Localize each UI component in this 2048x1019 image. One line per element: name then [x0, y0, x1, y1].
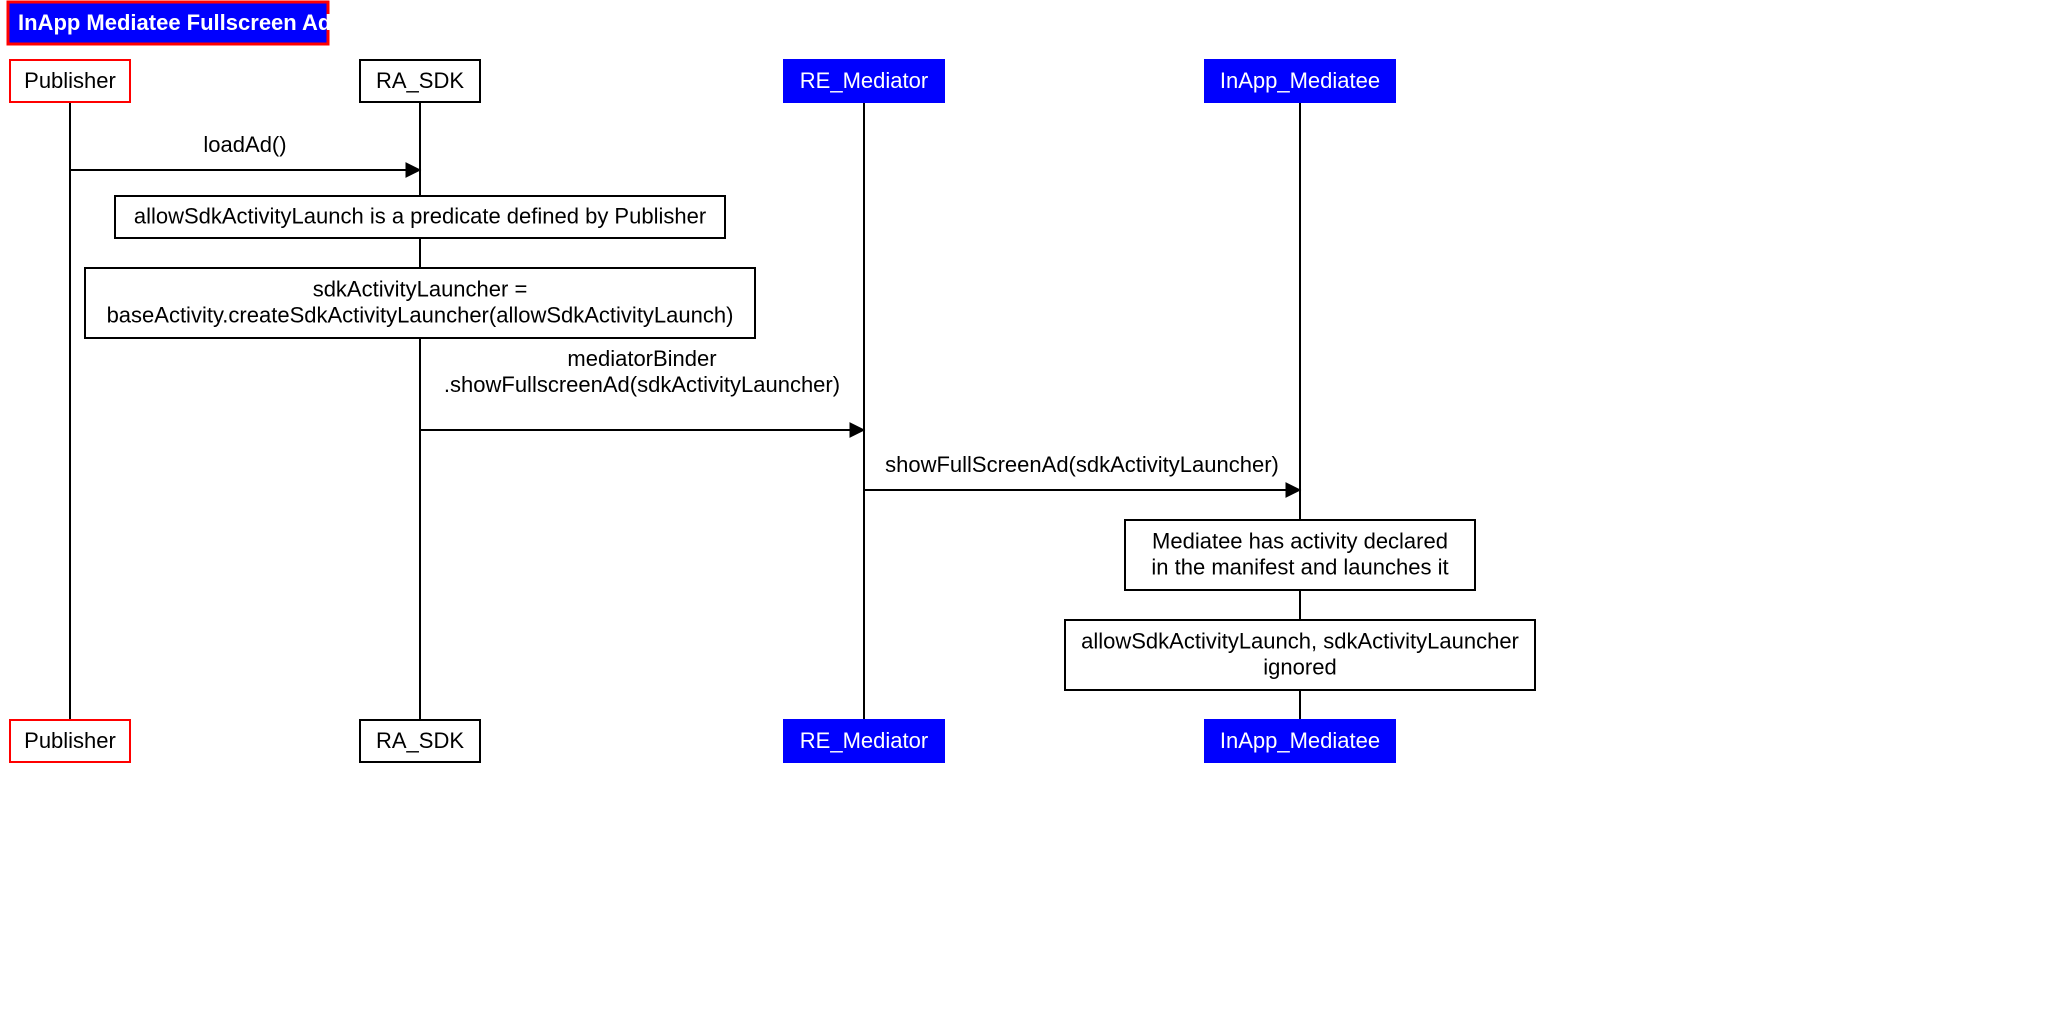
note-text: baseActivity.createSdkActivityLauncher(a… [107, 303, 734, 328]
note-text: sdkActivityLauncher = [313, 277, 528, 302]
note-text: Mediatee has activity declared [1152, 529, 1448, 554]
message-label: showFullScreenAd(sdkActivityLauncher) [885, 452, 1279, 477]
actor-re_mediator: RE_Mediator [800, 68, 928, 93]
actor-inapp_mediatee: InApp_Mediatee [1220, 68, 1380, 93]
actor-ra_sdk: RA_SDK [376, 68, 464, 93]
message-label: loadAd() [203, 132, 286, 157]
actor-inapp_mediatee: InApp_Mediatee [1220, 728, 1380, 753]
note-text: ignored [1263, 655, 1336, 680]
actor-re_mediator: RE_Mediator [800, 728, 928, 753]
actor-ra_sdk: RA_SDK [376, 728, 464, 753]
actor-publisher: Publisher [24, 728, 116, 753]
actor-publisher: Publisher [24, 68, 116, 93]
note-text: allowSdkActivityLaunch, sdkActivityLaunc… [1081, 629, 1519, 654]
message-label: mediatorBinder [567, 346, 716, 371]
diagram-title: InApp Mediatee Fullscreen Ad [18, 10, 331, 35]
note-text: allowSdkActivityLaunch is a predicate de… [134, 204, 706, 229]
note-text: in the manifest and launches it [1151, 555, 1448, 580]
message-label: .showFullscreenAd(sdkActivityLauncher) [444, 372, 840, 397]
sequence-diagram: InApp Mediatee Fullscreen Ad Publisher RA_… [0, 0, 2048, 780]
